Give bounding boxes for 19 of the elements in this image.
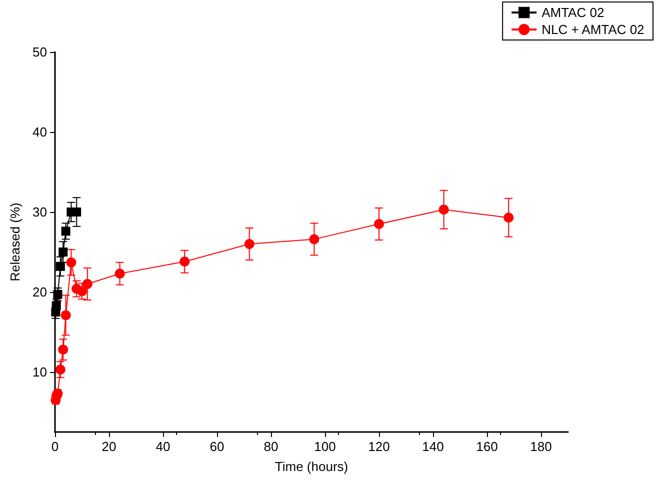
x-tick-label: 100 — [314, 439, 336, 454]
x-tick-label: 80 — [264, 439, 278, 454]
x-tick-label: 160 — [476, 439, 498, 454]
y-tick-label: 10 — [32, 364, 47, 380]
y-tick-label: 20 — [32, 284, 47, 300]
legend-label: NLC + AMTAC 02 — [542, 22, 644, 37]
x-tick-label: 0 — [51, 439, 59, 454]
x-tick-label: 60 — [210, 439, 224, 454]
y-tick-label: 40 — [32, 124, 47, 140]
legend-label: AMTAC 02 — [542, 5, 604, 20]
y-axis-title: Released (%) — [8, 202, 23, 282]
x-tick-label: 40 — [156, 439, 170, 454]
x-tick-label: 120 — [368, 439, 390, 454]
x-tick-label: 180 — [530, 439, 552, 454]
x-tick-label: 140 — [422, 439, 444, 454]
x-tick-label: 20 — [102, 439, 116, 454]
y-tick-label: 30 — [32, 204, 47, 220]
x-axis-title: Time (hours) — [274, 459, 348, 474]
y-tick-label: 50 — [32, 44, 47, 60]
